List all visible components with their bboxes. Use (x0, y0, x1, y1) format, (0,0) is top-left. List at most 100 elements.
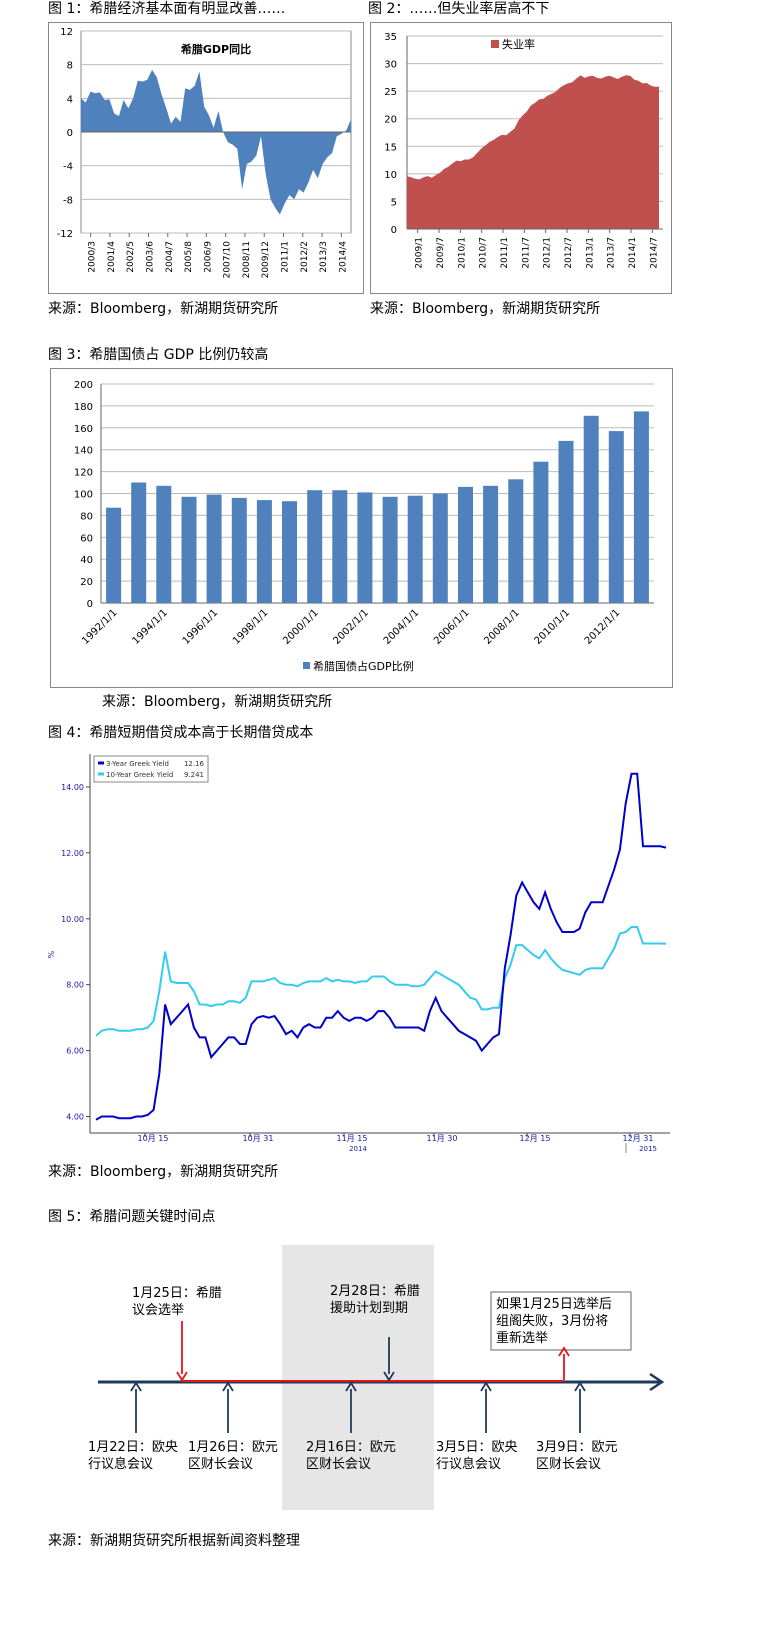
x-tick-label: 12月 31 (623, 1134, 654, 1143)
x-tick-label: 2004/1/1 (382, 607, 422, 647)
x-tick-label: 1998/1/1 (231, 607, 271, 647)
legend-label: 希腊国债占GDP比例 (313, 659, 414, 673)
debt-bar (483, 485, 499, 603)
x-tick-label: 2009/12 (261, 241, 271, 278)
x-tick-label: 11月 30 (427, 1134, 458, 1143)
event-label: 区财长会议 (188, 1457, 253, 1472)
y-tick-label: 25 (384, 87, 397, 98)
legend-swatch (491, 40, 499, 48)
y-tick-label: 0 (87, 599, 93, 610)
debt-bar (106, 507, 122, 603)
event-label: 2月28日：希腊 (330, 1284, 420, 1299)
timeline-panel: 1月25日：希腊 议会选举 2月28日：希腊 援助计划到期 如果1月25日选举后 组阁失败… (48, 1235, 728, 1515)
legend-value: 12.16 (184, 760, 205, 768)
debt-bar (458, 486, 473, 603)
figure-2-source: 来源：Bloomberg，新湖期货研究所 (370, 301, 601, 317)
x-tick-label: 1996/1/1 (181, 607, 221, 647)
debt-bar (156, 485, 172, 603)
yield-chart-panel: 4.00 6.00 8.00 10.00 12.00 14.00% 10月 15 10月 31… (47, 748, 688, 1158)
debt-bar (282, 501, 297, 603)
y-tick-label: 20 (384, 115, 397, 126)
event-label: 1月22日：欧央 (88, 1440, 178, 1455)
event-label: 行议息会议 (88, 1456, 153, 1472)
event-arrow-head (345, 1381, 357, 1392)
x-tick-label: 2004/7 (165, 241, 175, 273)
legend-box (93, 755, 209, 783)
x-tick-label: 2013/1 (585, 237, 595, 269)
timeline-arrowhead (649, 1372, 665, 1392)
y-tick-label: 200 (74, 380, 93, 391)
debt-bar (608, 431, 624, 603)
x-tick-label: 2012/1 (543, 237, 553, 269)
debt-bar (231, 497, 247, 603)
figure-1-caption: 图 1：希腊经济基本面有明显改善…… (48, 1, 286, 17)
x-tick-label: 2005/8 (184, 241, 194, 273)
x-tick-label: 12月 15 (520, 1134, 551, 1143)
x-tick-label: 2014/7 (649, 237, 659, 269)
x-tick-label: 2000/3 (88, 241, 98, 273)
debt-bar (307, 490, 323, 603)
legend-label: 失业率 (502, 37, 535, 51)
event-label: 重新选举 (496, 1330, 548, 1346)
unemployment-chart: 35 30 25 20 15 10 5 0 失业率 2009/1 2009/7 2010/1 2010/… (384, 32, 663, 269)
debt-bar (181, 496, 197, 603)
event-label: 2月16日：欧元 (306, 1440, 396, 1455)
x-tick-label: 2013/3 (319, 241, 329, 273)
legend-label: 3-Year Greek Yield (106, 760, 169, 768)
event-label: 如果1月25日选举后 (496, 1296, 612, 1312)
event-arrow-head (558, 1346, 570, 1357)
unemployment-area (407, 75, 659, 229)
x-tick-label: 2000/1/1 (281, 607, 321, 647)
debt-bar (432, 493, 448, 603)
x-tick-label: 2009/1 (415, 237, 425, 269)
figure-3-source: 来源：Bloomberg，新湖期货研究所 (102, 694, 333, 710)
x-tick-label: 2010/7 (479, 237, 489, 269)
x-tick-label: 2003/6 (146, 241, 156, 273)
x-tick-label: 2014/4 (338, 241, 348, 273)
debt-bar (332, 490, 348, 603)
x-tick-label: 10月 31 (243, 1134, 274, 1143)
figure-2-caption: 图 2：……但失业率居高不下 (368, 1, 550, 17)
note-box (490, 1291, 632, 1351)
x-tick-label: 2013/7 (607, 237, 617, 269)
figure-5-source: 来源：新湖期货研究所根据新闻资料整理 (48, 1533, 300, 1549)
x-tick-label: 2009/7 (436, 237, 446, 269)
event-label: 区财长会议 (306, 1457, 371, 1472)
event-label: 3月5日：欧央 (436, 1440, 518, 1455)
figure-4-caption: 图 4：希腊短期借贷成本高于长期借贷成本 (48, 725, 314, 741)
x-tick-label: 1992/1/1 (80, 607, 120, 647)
event-label: 组阁失败，3月份将 (496, 1314, 608, 1329)
y-tick-label: 20 (80, 577, 93, 588)
y-tick-label: 35 (384, 32, 397, 43)
y-tick-label: 60 (80, 533, 93, 544)
x-tick-label: 2012/2 (300, 241, 310, 273)
x-tick-label: 2007/10 (223, 241, 233, 279)
gdp-chart: 12 8 4 0 -4 -8 -12 希腊GDP同比 2000/3 2001/4 2002/5 200… (57, 27, 352, 279)
y-tick-label: 180 (74, 402, 93, 413)
x-tick-label: 2010/1/1 (533, 607, 573, 647)
y-tick-label: -4 (63, 162, 73, 173)
y-tick-label: 14.00 (61, 783, 84, 792)
y-tick-label: 30 (384, 60, 397, 71)
figure-5-caption: 图 5：希腊问题关键时间点 (48, 1209, 216, 1225)
y-tick-label: 80 (80, 511, 93, 522)
x-tick-label: 1994/1/1 (130, 607, 170, 647)
y-axis-label: % (47, 950, 56, 958)
event-arrow-head (222, 1381, 234, 1392)
y-tick-label: 10.00 (61, 915, 84, 924)
y-tick-label: 12.00 (61, 849, 84, 858)
event-arrow-head (574, 1381, 586, 1392)
debt-bar (131, 482, 147, 603)
y-tick-label: 8.00 (66, 981, 84, 990)
y-tick-label: 4 (67, 94, 73, 105)
y-tick-label: 5 (391, 197, 397, 208)
shaded-period (282, 1245, 434, 1510)
y-tick-label: 8 (67, 61, 73, 72)
event-label: 1月25日：希腊 (132, 1286, 222, 1301)
x-tick-label: 2011/7 (521, 237, 531, 269)
event-label: 1月26日：欧元 (188, 1440, 278, 1455)
event-label: 3月9日：欧元 (536, 1440, 618, 1455)
year-label: 2014 (349, 1145, 367, 1153)
event-arrow-head (383, 1371, 395, 1382)
